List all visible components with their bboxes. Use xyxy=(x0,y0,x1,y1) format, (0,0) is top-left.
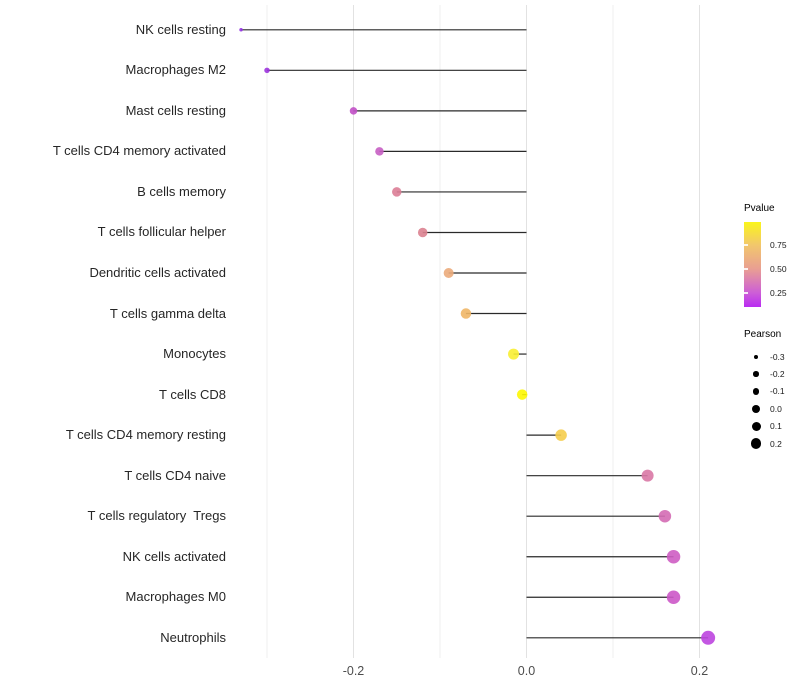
category-label: Mast cells resting xyxy=(125,102,226,118)
pearson-legend-label: -0.3 xyxy=(770,351,785,362)
pearson-legend-item: -0.2 xyxy=(744,365,800,382)
lollipop-point xyxy=(417,227,428,238)
category-label: T cells gamma delta xyxy=(109,305,226,321)
legend-pvalue: Pvalue 0.75 0.50 0.25 xyxy=(744,203,800,307)
lollipop-point xyxy=(555,429,567,441)
category-label: T cells CD4 memory activated xyxy=(52,143,226,159)
pearson-legend-dot xyxy=(750,438,762,449)
colorbar-tick xyxy=(744,243,748,246)
category-label: Macrophages M2 xyxy=(125,62,226,78)
lollipop-point xyxy=(641,469,654,482)
lollipop-point xyxy=(239,28,243,32)
pearson-legend-dot xyxy=(754,354,758,359)
legend-pearson-title: Pearson xyxy=(744,329,782,340)
lollipop-point xyxy=(392,187,402,197)
colorbar-tick-label: 0.25 xyxy=(770,287,787,298)
lollipop-point xyxy=(349,107,358,115)
pearson-legend-dot xyxy=(751,421,761,431)
pearson-legend-item: -0.3 xyxy=(744,348,800,365)
category-label: T cells regulatory Tregs xyxy=(87,508,226,524)
lollipop-point xyxy=(443,267,454,278)
pearson-legend-dot xyxy=(752,388,760,395)
pearson-size-legend-items: -0.3 -0.2 -0.1 0.0 0.1 0.2 xyxy=(744,348,800,452)
x-tick-label: 0.2 xyxy=(690,664,709,678)
pearson-legend-item: 0.1 xyxy=(744,418,800,435)
pearson-legend-dot xyxy=(753,371,759,377)
category-label: Neutrophils xyxy=(160,629,226,645)
category-label: NK cells activated xyxy=(122,548,226,564)
lollipop-point xyxy=(375,147,384,156)
category-label: T cells CD8 xyxy=(159,386,226,402)
x-tick-label: -0.2 xyxy=(342,664,365,678)
pearson-legend-label: -0.1 xyxy=(770,386,785,397)
legend-pearson: Pearson -0.3 -0.2 -0.1 0.0 0.1 0.2 xyxy=(744,329,800,452)
lollipop-point xyxy=(516,389,528,400)
category-label: T cells CD4 memory resting xyxy=(65,427,226,443)
x-tick-label: 0.0 xyxy=(517,664,536,678)
category-label: T cells follicular helper xyxy=(97,224,226,240)
category-label: Macrophages M0 xyxy=(125,589,226,605)
colorbar-tick-label: 0.75 xyxy=(770,239,787,250)
category-label: T cells CD4 naive xyxy=(124,467,226,483)
category-label: B cells memory xyxy=(137,183,226,199)
pvalue-colorbar: 0.75 0.50 0.25 xyxy=(744,222,787,307)
lollipop-point xyxy=(666,549,681,564)
lollipop-point xyxy=(666,590,681,605)
pearson-legend-item: -0.1 xyxy=(744,383,800,400)
pearson-legend-item: 0.2 xyxy=(744,435,800,452)
pearson-legend-label: -0.2 xyxy=(770,369,785,380)
pearson-legend-item: 0.0 xyxy=(744,400,800,417)
pearson-legend-label: 0.2 xyxy=(770,438,782,449)
colorbar-tick-label: 0.50 xyxy=(770,264,787,274)
colorbar-tick xyxy=(744,268,748,270)
lollipop-point xyxy=(508,348,520,360)
category-label: Monocytes xyxy=(163,346,226,362)
category-label: Dendritic cells activated xyxy=(89,264,226,280)
lollipop-point xyxy=(460,308,472,319)
lollipop-point xyxy=(658,509,672,523)
lollipop-point xyxy=(701,630,716,645)
pearson-legend-label: 0.0 xyxy=(770,403,782,414)
category-label: NK cells resting xyxy=(135,21,226,37)
pearson-legend-dot xyxy=(752,404,760,413)
colorbar-tick xyxy=(744,291,748,294)
legend-pvalue-title: Pvalue xyxy=(744,203,775,214)
lollipop-point xyxy=(264,67,270,74)
pearson-legend-label: 0.1 xyxy=(770,421,782,432)
